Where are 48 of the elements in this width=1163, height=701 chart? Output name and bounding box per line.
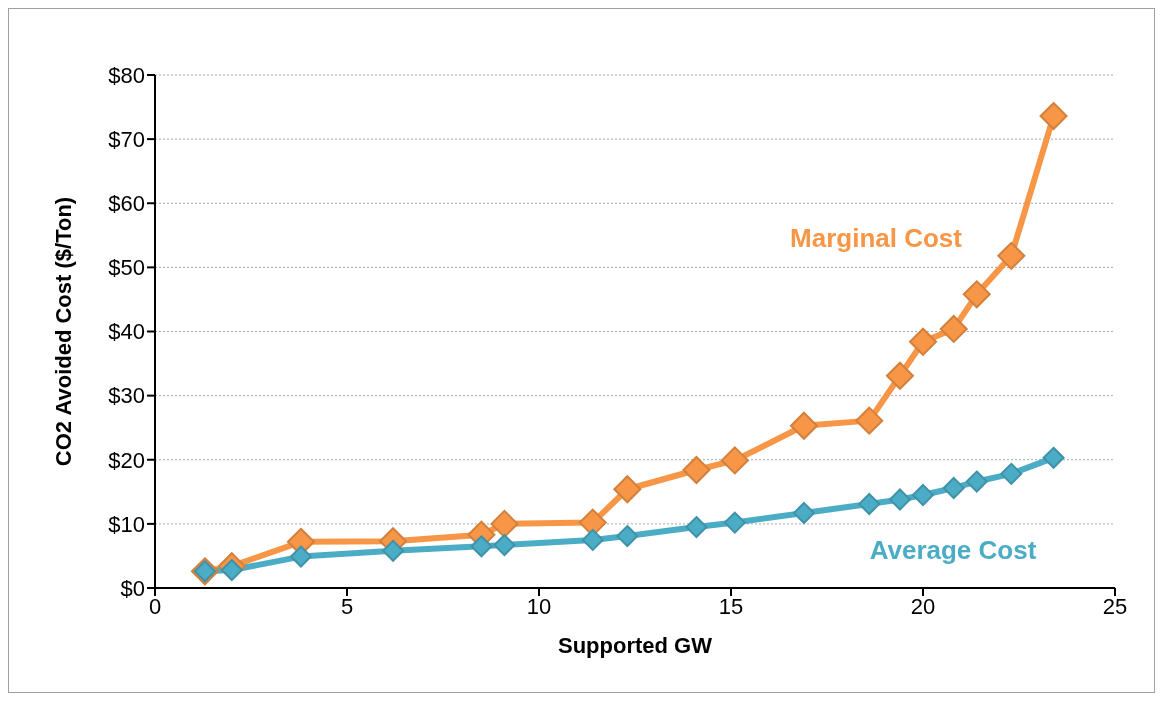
point [581,528,604,551]
point [997,241,1026,270]
y-tick-label: $30 [108,383,145,409]
point [789,411,818,440]
point [490,509,519,538]
y-tick-label: $70 [108,126,145,152]
y-axis-title: CO2 Avoided Cost ($/Ton) [50,196,76,467]
y-tick-label: $10 [108,511,145,537]
point [909,327,937,356]
x-tick-label: 25 [1102,593,1128,619]
y-tick-label: $60 [108,191,145,217]
point [942,476,965,499]
x-tick-label: 5 [340,593,354,619]
point [888,488,911,511]
point [470,535,493,558]
point [855,406,884,435]
point [1039,102,1068,131]
point [1000,462,1023,485]
x-tick-label: 20 [910,593,936,619]
point [613,475,642,504]
point [493,534,516,557]
point [616,525,639,548]
y-tick-label: $50 [108,255,145,281]
point [723,511,746,534]
y-tick-label: $20 [108,447,145,473]
point [965,470,988,493]
point [858,493,881,515]
y-tick-label: $40 [108,319,145,345]
point [220,559,243,582]
series-label: Marginal Cost [790,222,962,254]
point [1042,446,1065,469]
point [939,314,968,343]
x-tick-label: 0 [148,593,162,619]
y-tick-label: $80 [108,62,145,88]
point [289,545,312,568]
point [792,501,815,524]
series-label: Average Cost [869,534,1037,566]
point [685,516,708,539]
point [885,361,914,390]
x-tick-label: 10 [526,593,552,619]
point [682,456,711,485]
y-tick-label: $0 [120,575,145,601]
point [720,446,749,475]
x-axis-title: Supported GW [558,633,713,658]
x-tick-label: 15 [718,593,744,619]
point [912,484,934,507]
point [962,280,991,309]
point [382,539,405,562]
